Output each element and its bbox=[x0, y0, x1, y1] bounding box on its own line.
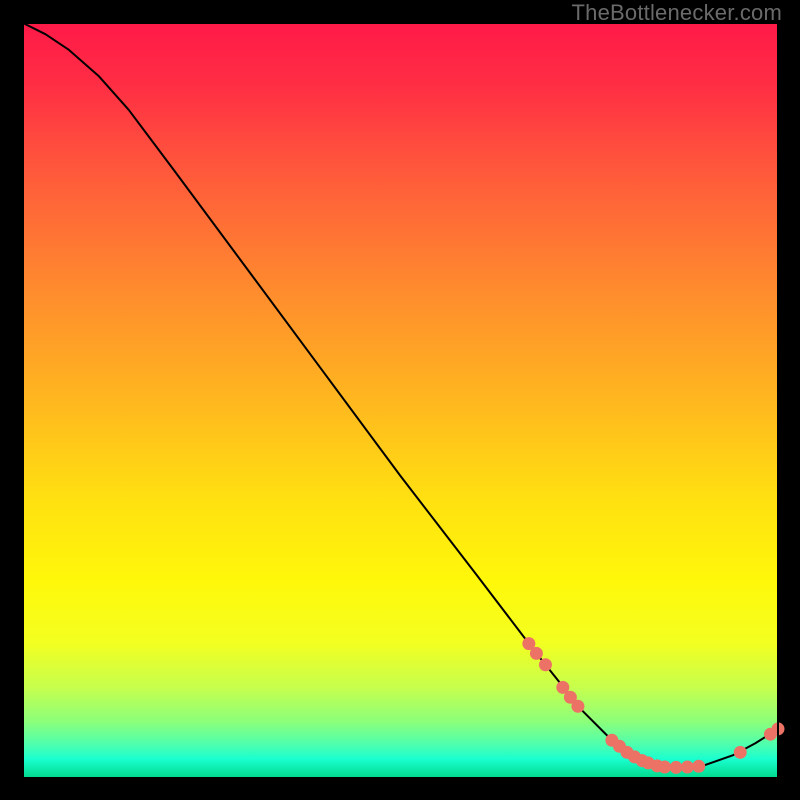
data-marker bbox=[658, 761, 671, 774]
data-marker bbox=[530, 647, 543, 660]
bottleneck-chart bbox=[0, 0, 800, 800]
data-marker bbox=[692, 760, 705, 773]
data-marker bbox=[539, 658, 552, 671]
watermark-text: TheBottlenecker.com bbox=[572, 0, 782, 26]
data-marker bbox=[734, 746, 747, 759]
plot-background bbox=[23, 23, 778, 778]
data-marker bbox=[670, 761, 683, 774]
data-marker bbox=[681, 761, 694, 774]
data-marker bbox=[571, 700, 584, 713]
figure-root: TheBottlenecker.com bbox=[0, 0, 800, 800]
